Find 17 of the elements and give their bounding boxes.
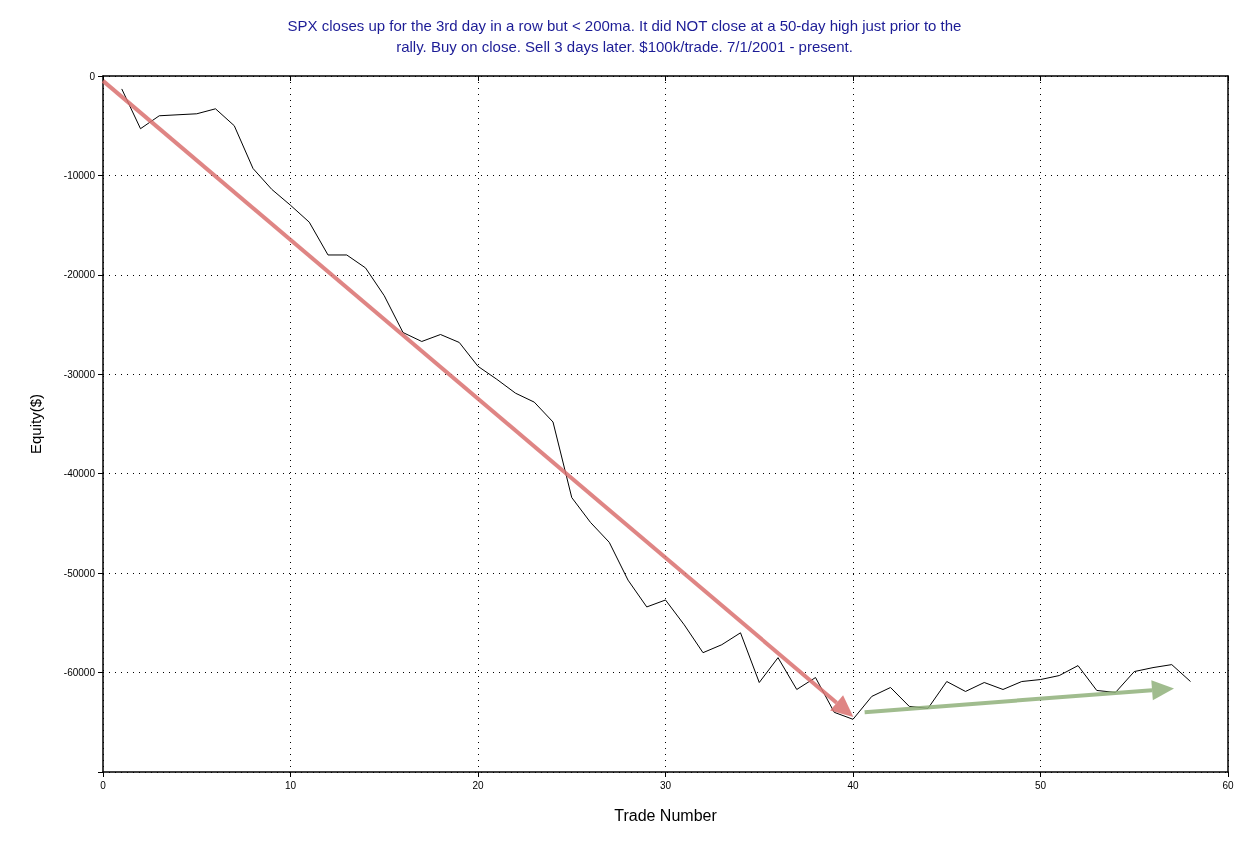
x-axis-title: Trade Number [614,806,718,824]
chart-title: SPX closes up for the 3rd day in a row but < 200ma. It did NOT close at a 50-day high just prior to the rally. Buy on close. Sell 3 days later. $100k/trade. 7/1/2001 - present. [287,17,962,55]
x-tick-label: 40 [847,779,859,791]
y-tick-label: -60000 [63,667,96,679]
y-tick-label: 0 [89,70,96,82]
y-tick-label: -50000 [63,567,96,579]
x-tick-label: 50 [1034,779,1047,791]
y-tick-label: -40000 [63,468,96,480]
y-tick-label: -20000 [63,269,96,281]
x-tick-label: 20 [472,779,484,791]
y-tick-label: -30000 [63,368,96,380]
x-tick-label: 30 [659,779,672,791]
x-tick-label: 60 [1222,779,1234,791]
x-tick-label: 0 [100,779,107,791]
y-axis-title: Equity($) [27,393,44,455]
x-tick-label: 10 [284,779,297,791]
y-tick-label: -10000 [63,169,96,181]
